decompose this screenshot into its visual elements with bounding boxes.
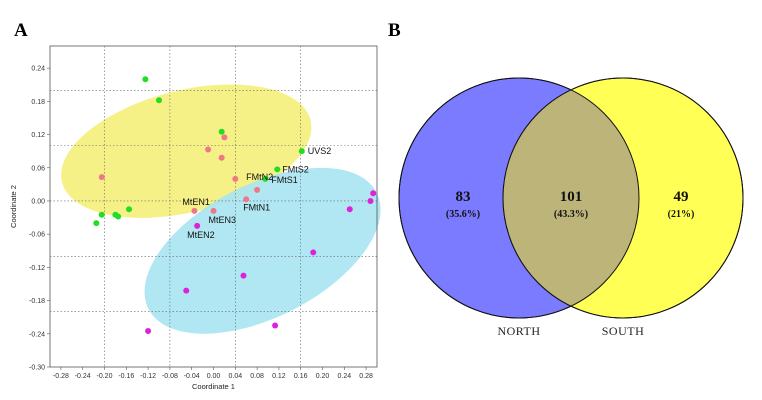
x-tick-label: -0.04 — [184, 373, 200, 380]
north-set-label: NORTH — [497, 324, 540, 338]
annotation-label: FMtS2 — [282, 164, 309, 174]
y-tick-label: 0.18 — [31, 99, 45, 106]
north-only-count: 83 — [456, 189, 471, 205]
point-green — [262, 175, 269, 182]
y-tick-label: 0.12 — [31, 132, 45, 139]
y-tick-label: -0.24 — [29, 331, 45, 338]
x-tick-label: 0.20 — [316, 373, 330, 380]
point-green — [274, 166, 281, 173]
x-tick-label: -0.28 — [53, 373, 69, 380]
y-tick-label: 0.06 — [31, 165, 45, 172]
data-points — [93, 76, 377, 335]
x-tick-label: 0.08 — [250, 373, 264, 380]
y-tick-label: -0.18 — [29, 298, 45, 305]
annotation-label: FMtS1 — [271, 175, 298, 185]
point-pink — [221, 134, 228, 141]
point-green — [298, 148, 305, 155]
point-magenta — [346, 206, 353, 213]
x-tick-label: 0.04 — [228, 373, 242, 380]
panel-b-letter: B — [388, 20, 401, 41]
x-tick-label: 0.00 — [207, 373, 221, 380]
point-pink — [218, 154, 225, 161]
point-green — [126, 206, 133, 213]
point-magenta — [370, 190, 377, 197]
y-tick-label: -0.12 — [29, 265, 45, 272]
south-only-percent: (21%) — [668, 209, 695, 220]
point-green — [115, 213, 122, 220]
axis-ticks: -0.28 -0.24 -0.20 -0.16 -0.12 -0.08 -0.04 0.00 0… — [29, 66, 373, 380]
x-tick-label: 0.16 — [294, 373, 308, 380]
x-tick-label: -0.08 — [162, 373, 178, 380]
x-tick-label: -0.16 — [118, 373, 134, 380]
y-tick-label: 0.24 — [31, 66, 45, 73]
x-tick-label: 0.12 — [272, 373, 286, 380]
point-green — [218, 128, 225, 135]
venn-outline-south — [502, 77, 744, 319]
annotation-label: MtEN1 — [182, 197, 210, 207]
y-tick-label: 0.00 — [31, 198, 45, 205]
y-tick-label: -0.30 — [29, 365, 45, 372]
point-green — [142, 76, 149, 83]
panel-a-letter: A — [14, 20, 28, 41]
y-axis-title: Coordinate 2 — [9, 185, 18, 228]
x-tick-label: -0.12 — [140, 373, 156, 380]
x-tick-label: 0.28 — [359, 373, 373, 380]
x-tick-label: -0.24 — [75, 373, 91, 380]
grid-lines — [50, 46, 377, 367]
point-pink — [191, 207, 198, 214]
point-magenta — [183, 287, 190, 294]
ellipse-south — [144, 167, 381, 334]
y-tick-label: -0.06 — [29, 232, 45, 239]
point-magenta — [194, 222, 201, 229]
point-magenta — [367, 197, 374, 204]
annotation-label: MtEN3 — [209, 215, 237, 225]
point-magenta — [272, 322, 279, 329]
point-magenta — [240, 272, 247, 279]
x-axis-title: Coordinate 1 — [192, 382, 235, 391]
south-set-label: SOUTH — [602, 324, 645, 338]
point-pink — [210, 207, 217, 214]
venn-outline-north — [398, 77, 640, 319]
annotation-label: FMtN2 — [246, 172, 273, 182]
point-magenta — [310, 249, 317, 256]
north-only-percent: (35.6%) — [446, 209, 480, 220]
point-magenta — [145, 328, 152, 335]
south-only-count: 49 — [674, 189, 689, 205]
intersection-count: 101 — [560, 189, 583, 205]
intersection-percent: (43.3%) — [554, 209, 588, 220]
confidence-ellipses — [61, 84, 381, 334]
annotation-label: UVS2 — [308, 146, 332, 156]
point-green — [98, 211, 105, 218]
point-green — [156, 97, 162, 104]
point-pink — [205, 146, 212, 153]
annotation-label: FMtN1 — [243, 202, 270, 212]
point-green — [93, 220, 100, 227]
point-pink — [232, 175, 239, 182]
annotation-label: MtEN2 — [187, 230, 215, 240]
point-pink — [254, 186, 261, 193]
scatter-plot: -0.28 -0.24 -0.20 -0.16 -0.12 -0.08 -0.04 0.00 0… — [9, 45, 381, 391]
x-tick-label: -0.20 — [97, 373, 113, 380]
point-pink — [98, 174, 105, 181]
point-pink — [243, 196, 250, 203]
x-tick-label: 0.24 — [337, 373, 351, 380]
venn-diagram: 83 (35.6%) 101 (43.3%) 49 (21%) NORTH SO… — [398, 77, 744, 338]
venn-overlap-region — [503, 78, 639, 318]
